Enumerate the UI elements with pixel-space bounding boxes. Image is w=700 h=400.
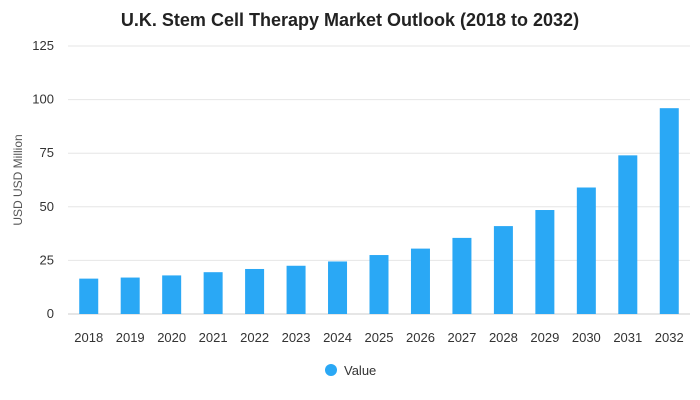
bar-2030[interactable] <box>576 187 596 314</box>
bar-2032[interactable] <box>659 108 679 315</box>
bar-2027[interactable] <box>452 237 472 314</box>
y-tick-label: 125 <box>32 38 54 53</box>
x-tick-label: 2028 <box>489 330 518 345</box>
bar-2026[interactable] <box>410 248 430 314</box>
y-tick-label: 100 <box>32 92 54 107</box>
x-tick-label: 2032 <box>655 330 684 345</box>
bars <box>79 108 679 315</box>
bar-2029[interactable] <box>535 210 555 314</box>
bar-2024[interactable] <box>328 261 348 314</box>
x-tick-label: 2026 <box>406 330 435 345</box>
x-axis-ticks: 2018 2019 2020 2021 2022 2023 2024 2025 2026 2027… <box>74 330 683 345</box>
x-tick-label: 2031 <box>613 330 642 345</box>
x-tick-label: 2029 <box>530 330 559 345</box>
bar-2021[interactable] <box>203 272 223 314</box>
chart-title: U.K. Stem Cell Therapy Market Outlook (2… <box>121 10 579 30</box>
bar-2020[interactable] <box>162 275 182 314</box>
y-tick-label: 25 <box>40 252 54 267</box>
x-tick-label: 2018 <box>74 330 103 345</box>
x-tick-label: 2023 <box>282 330 311 345</box>
x-tick-label: 2019 <box>116 330 145 345</box>
legend[interactable]: Value <box>325 363 376 378</box>
x-tick-label: 2021 <box>199 330 228 345</box>
bar-2023[interactable] <box>286 265 306 314</box>
bar-2025[interactable] <box>369 255 389 314</box>
y-tick-label: 75 <box>40 145 54 160</box>
y-tick-label: 0 <box>47 306 54 321</box>
bar-2028[interactable] <box>493 226 513 314</box>
bar-2019[interactable] <box>120 277 140 314</box>
x-tick-label: 2020 <box>157 330 186 345</box>
y-axis-label: USD USD Million <box>11 134 25 225</box>
x-tick-label: 2024 <box>323 330 352 345</box>
legend-label-value: Value <box>344 363 376 378</box>
y-axis-ticks: 0 25 50 75 100 125 <box>32 38 54 321</box>
legend-swatch <box>325 364 337 376</box>
x-tick-label: 2030 <box>572 330 601 345</box>
y-tick-label: 50 <box>40 199 54 214</box>
bar-2022[interactable] <box>245 268 265 314</box>
x-tick-label: 2027 <box>447 330 476 345</box>
x-tick-label: 2025 <box>365 330 394 345</box>
bar-2018[interactable] <box>79 278 99 314</box>
bar-2031[interactable] <box>618 155 638 314</box>
x-tick-label: 2022 <box>240 330 269 345</box>
